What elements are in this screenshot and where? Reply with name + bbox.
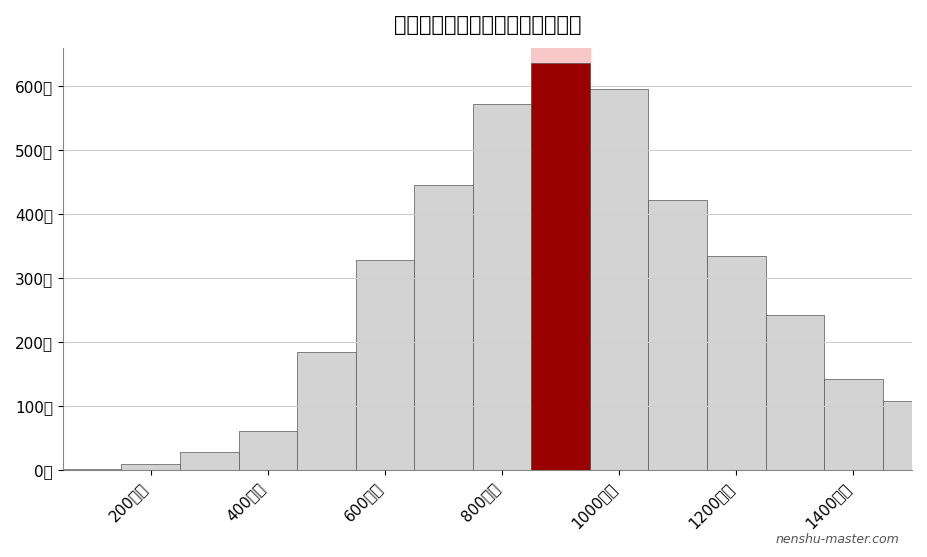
Title: 大和ハウス工業の年収ポジション: 大和ハウス工業の年収ポジション	[394, 15, 581, 35]
Bar	[356, 260, 414, 471]
Bar	[590, 89, 649, 471]
Bar	[707, 256, 766, 471]
Bar	[531, 63, 590, 471]
Bar	[238, 431, 297, 471]
Bar	[297, 352, 356, 471]
Bar	[883, 401, 927, 471]
Bar	[766, 315, 824, 471]
Bar	[63, 469, 121, 471]
Text: nenshu-master.com: nenshu-master.com	[776, 533, 899, 546]
Bar	[414, 185, 473, 471]
Bar	[121, 464, 180, 471]
Bar	[180, 452, 238, 471]
Bar	[824, 379, 883, 471]
Bar	[473, 104, 531, 471]
Bar	[531, 48, 590, 471]
Bar	[649, 200, 707, 471]
